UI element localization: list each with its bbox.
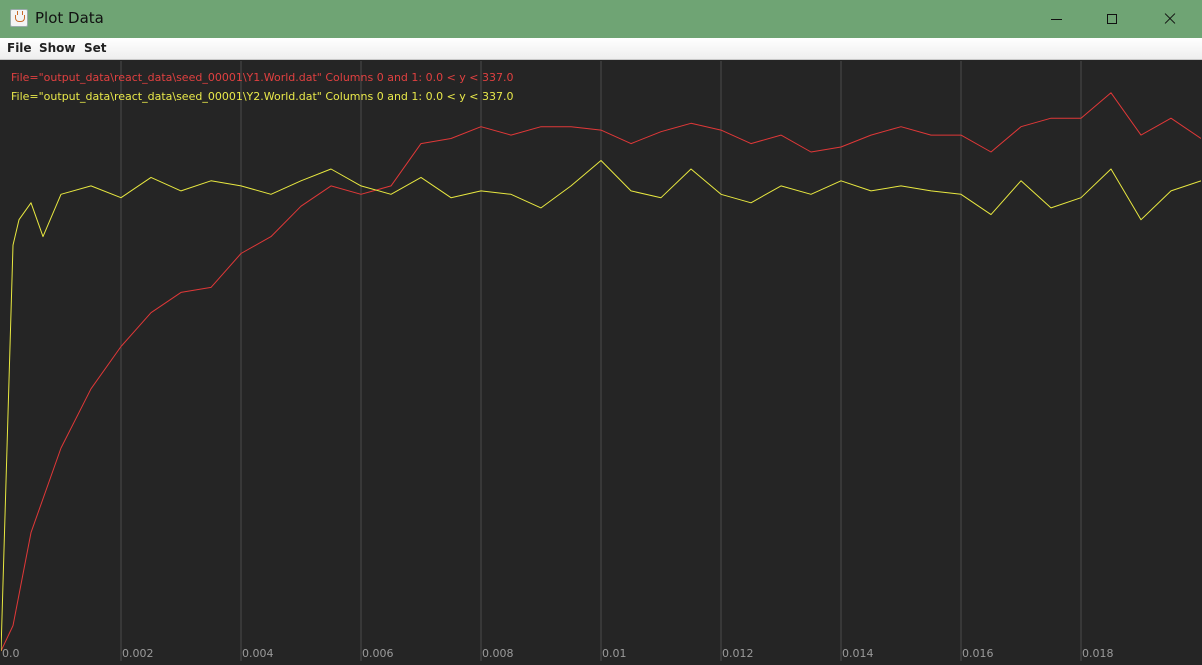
menu-show[interactable]: Show (39, 41, 76, 55)
java-app-icon[interactable] (10, 9, 28, 27)
x-tick-label: 0.014 (842, 647, 874, 660)
maximize-icon (1107, 14, 1117, 24)
minimize-icon (1050, 18, 1062, 20)
legend-series-1: File="output_data\react_data\seed_00001\… (11, 71, 514, 84)
plot-area: 0.0 0.002 0.004 0.006 0.008 0.01 0.012 0.014 0.0… (0, 61, 1202, 661)
x-tick-label: 0.0 (2, 647, 20, 660)
legend-series-2: File="output_data\react_data\seed_00001\… (11, 90, 514, 103)
title-bar[interactable]: Plot Data (0, 0, 1202, 38)
x-tick-label: 0.008 (482, 647, 514, 660)
menu-file[interactable]: File (7, 41, 32, 55)
x-tick-label: 0.012 (722, 647, 754, 660)
x-tick-label: 0.006 (362, 647, 394, 660)
close-button[interactable] (1141, 0, 1199, 38)
series-line-1 (0, 92, 1202, 652)
line-chart: 0.0 0.002 0.004 0.006 0.008 0.01 0.012 0.014 0.0… (0, 61, 1202, 661)
close-icon (1163, 12, 1177, 26)
menu-bar: File Show Set (0, 38, 1202, 60)
x-tick-label: 0.018 (1082, 647, 1114, 660)
minimize-button[interactable] (1027, 0, 1085, 38)
x-tick-label: 0.016 (962, 647, 994, 660)
series-line-2 (0, 160, 1202, 652)
window-title: Plot Data (35, 9, 104, 27)
menu-set[interactable]: Set (84, 41, 107, 55)
maximize-button[interactable] (1083, 0, 1141, 38)
x-tick-label: 0.004 (242, 647, 274, 660)
x-tick-label: 0.002 (122, 647, 154, 660)
x-tick-label: 0.01 (602, 647, 627, 660)
